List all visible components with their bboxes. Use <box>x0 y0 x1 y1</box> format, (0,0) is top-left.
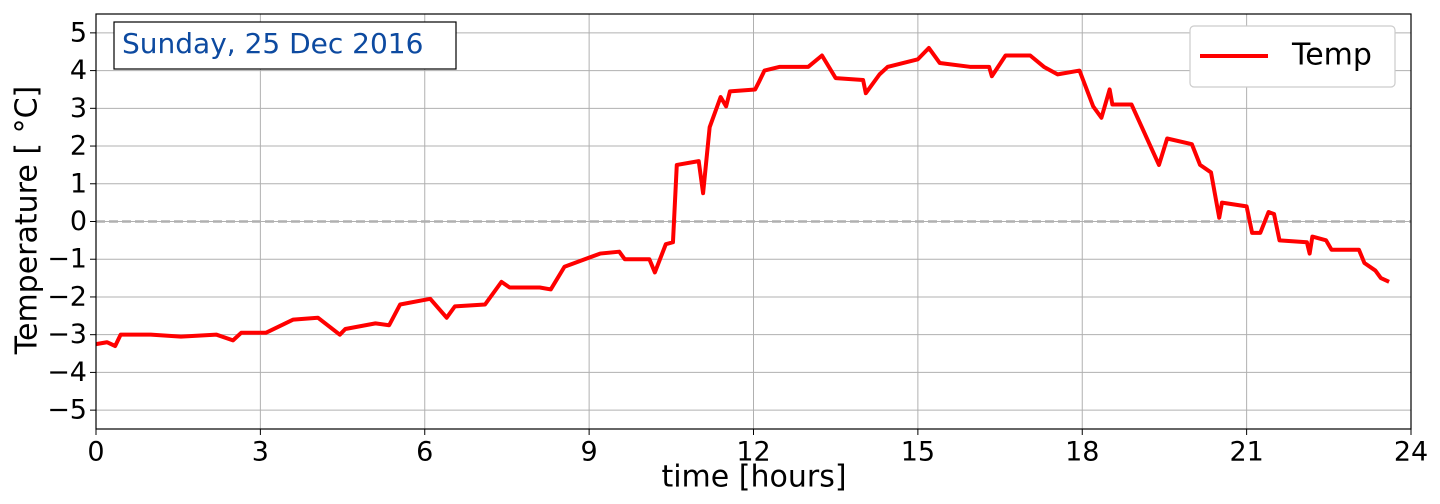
y-tick-label: 3 <box>70 93 87 124</box>
y-axis-label: Temperature [ °C] <box>10 86 45 355</box>
y-tick-label: −1 <box>47 244 87 275</box>
annotation: Sunday, 25 Dec 2016 <box>122 27 423 60</box>
y-tick-label: 4 <box>70 55 87 86</box>
x-tick-label: 3 <box>252 437 269 468</box>
x-tick-label: 9 <box>581 437 598 468</box>
data-line <box>95 45 1390 348</box>
legend: Temp <box>1189 25 1396 88</box>
y-tick-label: −3 <box>47 319 87 350</box>
x-tick-label: 6 <box>416 437 433 468</box>
y-tick-label: 1 <box>70 168 87 199</box>
x-tick-label: 24 <box>1394 437 1428 468</box>
y-tick-label: 2 <box>70 131 87 162</box>
x-tick-label: 21 <box>1229 437 1263 468</box>
y-tick-label: −4 <box>47 357 87 388</box>
x-tick-label: 18 <box>1065 437 1099 468</box>
legend-label: Temp <box>1291 38 1372 73</box>
plot-frame <box>95 13 1412 430</box>
y-tick-label: 5 <box>70 17 87 48</box>
x-tick-label: 12 <box>736 437 770 468</box>
y-tick-label: −2 <box>47 281 87 312</box>
x-tick-label: 15 <box>901 437 935 468</box>
annotation-box <box>113 21 457 70</box>
y-tick-label: 0 <box>70 206 87 237</box>
legend-box <box>1189 25 1396 88</box>
x-tick-label: 0 <box>87 437 104 468</box>
y-tick-label: −5 <box>47 395 87 426</box>
x-axis-label: time [hours] <box>661 460 846 495</box>
